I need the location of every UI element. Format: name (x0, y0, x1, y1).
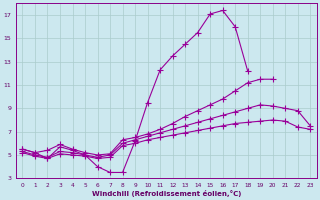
X-axis label: Windchill (Refroidissement éolien,°C): Windchill (Refroidissement éolien,°C) (92, 190, 241, 197)
